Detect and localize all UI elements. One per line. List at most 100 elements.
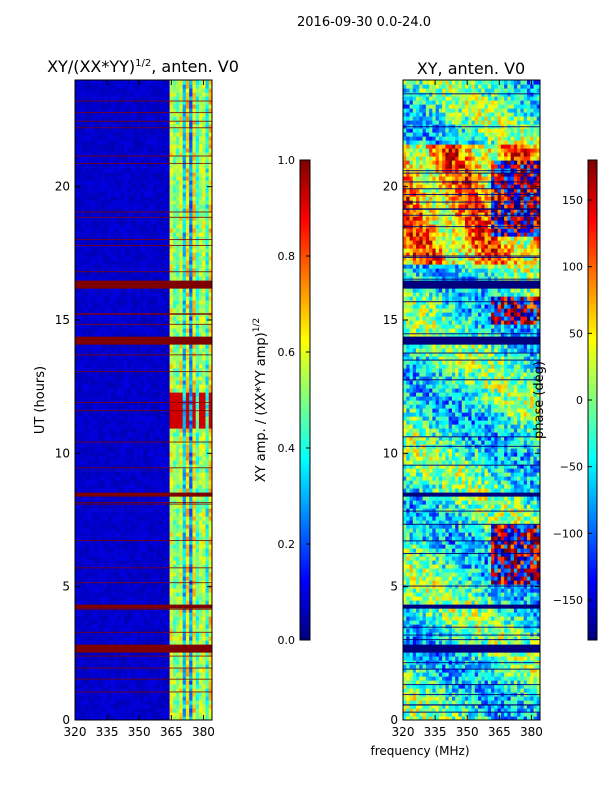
amp-cell — [205, 656, 210, 661]
amp-cell — [159, 656, 164, 661]
amp-cell — [104, 560, 109, 565]
amp-cell — [146, 352, 151, 357]
amp-cell — [78, 672, 83, 677]
amp-cell — [156, 332, 161, 337]
amp-cell — [202, 636, 207, 641]
amp-cell — [195, 712, 200, 717]
amp-cell — [182, 532, 187, 537]
amp-cell — [140, 388, 145, 393]
amp-cell — [172, 328, 177, 333]
amp-cell — [159, 380, 164, 385]
amp-cell — [166, 320, 171, 325]
amp-cell — [84, 272, 89, 277]
amp-cell — [97, 476, 102, 481]
amp-cell — [110, 320, 115, 325]
amp-cell — [166, 324, 171, 329]
amp-cell — [198, 656, 203, 661]
amp-cell — [117, 704, 122, 709]
amp-cell — [91, 264, 96, 269]
amp-cell — [75, 272, 79, 277]
amp-cell — [189, 252, 194, 257]
amp-cell — [123, 700, 128, 705]
amp-cell — [91, 524, 96, 529]
amp-cell — [163, 304, 167, 309]
amp-cell — [179, 452, 184, 457]
amp-cell — [78, 540, 83, 545]
amp-cell — [192, 444, 197, 449]
amp-cell — [166, 348, 171, 353]
amp-cell — [189, 536, 194, 541]
amp-cell — [192, 248, 197, 253]
amp-cell — [123, 712, 128, 717]
amp-cell — [130, 384, 135, 389]
amp-cell — [202, 708, 207, 713]
amp-cell — [176, 656, 180, 661]
amp-cell — [123, 652, 128, 657]
amp-cell — [166, 560, 171, 565]
amp-cell — [156, 248, 161, 253]
amp-cell — [150, 460, 154, 465]
amp-cell — [166, 280, 171, 285]
amp-cell — [143, 344, 148, 349]
amp-cell — [140, 264, 145, 269]
amp-cell — [104, 540, 109, 545]
amp-cell — [176, 472, 180, 477]
amp-cell — [205, 300, 210, 305]
amp-cell — [172, 276, 177, 281]
amp-cell — [107, 716, 112, 720]
amp-cell — [88, 540, 92, 545]
amp-cell — [159, 348, 164, 353]
amp-cell — [107, 272, 112, 277]
amp-cell — [136, 356, 141, 361]
amp-cell — [166, 340, 171, 345]
amp-cell — [159, 716, 164, 720]
amp-cell — [185, 496, 190, 501]
amp-cell — [185, 288, 190, 293]
amp-cell — [117, 248, 122, 253]
amp-cell — [110, 672, 115, 677]
amp-cell — [97, 356, 102, 361]
amp-cell — [163, 584, 167, 589]
amp-cell — [97, 300, 102, 305]
amp-cell — [123, 668, 128, 673]
amp-cell — [179, 404, 184, 409]
amp-cell — [198, 584, 203, 589]
amp-cell — [176, 244, 180, 249]
amp-cell — [88, 280, 92, 285]
amp-cell — [94, 384, 99, 389]
amp-cell — [146, 468, 151, 473]
amp-cell — [202, 648, 207, 653]
amp-cell — [140, 380, 145, 385]
amp-cell — [156, 696, 161, 701]
amp-cell — [140, 612, 145, 617]
amp-cell — [143, 480, 148, 485]
amp-cell — [136, 376, 141, 381]
amp-cell — [163, 700, 167, 705]
amp-cell — [143, 684, 148, 689]
amp-cell — [133, 372, 138, 377]
amp-cell — [140, 468, 145, 473]
amp-cell — [143, 560, 148, 565]
amp-cell — [150, 608, 154, 613]
amp-cell — [202, 288, 207, 293]
amp-cell — [166, 260, 171, 265]
amp-cell — [88, 524, 92, 529]
amp-cell — [153, 244, 158, 249]
amp-cell — [136, 584, 141, 589]
amp-cell — [150, 364, 154, 369]
amp-cell — [166, 536, 171, 541]
amp-cell — [133, 248, 138, 253]
amp-cell — [143, 584, 148, 589]
amp-cell — [127, 528, 132, 533]
amp-cell — [81, 444, 86, 449]
amp-cell — [143, 280, 148, 285]
amp-cell — [97, 516, 102, 521]
amp-cell — [179, 304, 184, 309]
amp-cell — [75, 412, 79, 417]
amp-cell — [202, 464, 207, 469]
amp-cell — [182, 504, 187, 509]
amp-cell — [88, 672, 92, 677]
amp-cell — [107, 696, 112, 701]
amp-cell — [163, 596, 167, 601]
amp-cell — [159, 308, 164, 313]
